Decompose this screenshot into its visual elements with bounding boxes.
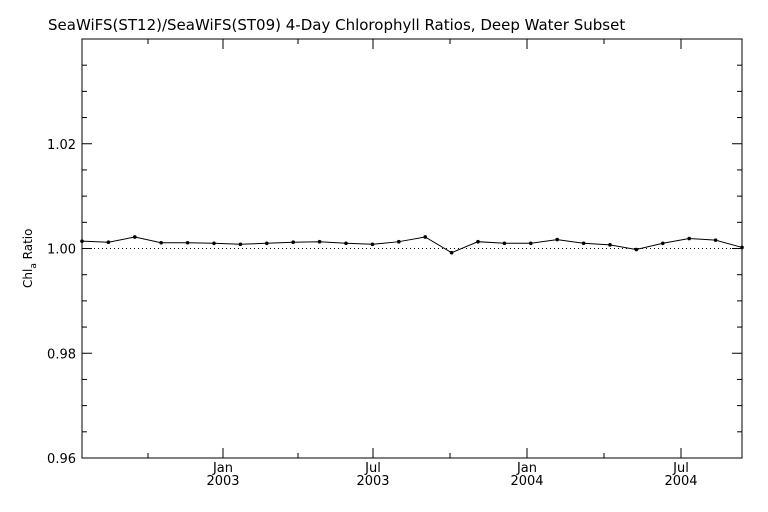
y-tick-label: 1.02: [47, 138, 76, 153]
data-point: [449, 250, 454, 255]
ratio-series: [80, 235, 744, 255]
data-point: [529, 241, 533, 246]
data-point: [317, 239, 322, 244]
data-point: [608, 243, 612, 247]
data-point: [581, 241, 586, 246]
x-tick-month-label: Jul: [672, 461, 689, 476]
data-point: [238, 242, 243, 247]
x-tick-year-label: 2003: [356, 474, 389, 489]
data-point: [80, 239, 84, 243]
y-tick-label: 0.98: [47, 347, 76, 362]
y-axis-label-subscript: a: [29, 263, 39, 269]
data-point: [476, 239, 480, 244]
data-point: [265, 241, 269, 246]
y-tick-label: 0.96: [47, 452, 76, 467]
y-axis: 0.96 0.98 1.00 1.02: [47, 38, 742, 467]
data-point: [634, 247, 639, 252]
y-axis-label: Chla Ratio: [21, 229, 39, 288]
data-point: [661, 241, 665, 246]
x-tick-year-label: 2003: [206, 474, 239, 489]
data-point: [555, 237, 559, 242]
data-point: [423, 235, 428, 239]
chart-title: SeaWiFS(ST12)/SeaWiFS(ST09) 4-Day Chloro…: [48, 16, 625, 34]
y-axis-label-rest: Ratio: [21, 229, 35, 264]
data-point: [502, 241, 507, 246]
data-point: [397, 239, 401, 244]
x-tick-year-label: 2004: [664, 474, 697, 489]
data-point: [133, 235, 137, 239]
data-point: [185, 240, 190, 245]
y-tick-label: 1.00: [47, 243, 76, 258]
plot-frame: [81, 38, 743, 459]
y-axis-label-main: Chl: [21, 269, 35, 288]
x-tick-month-label: Jan: [212, 461, 233, 476]
x-tick-month-label: Jan: [516, 461, 537, 476]
data-point: [370, 242, 375, 247]
x-tick-year-label: 2004: [510, 474, 543, 489]
data-point: [291, 240, 296, 245]
data-point: [740, 245, 744, 250]
data-point: [687, 236, 691, 241]
data-point: [212, 241, 216, 246]
x-tick-month-label: Jul: [364, 461, 381, 476]
data-point: [106, 240, 111, 245]
series-line: [81, 236, 743, 254]
data-point: [159, 240, 163, 245]
data-point: [713, 238, 718, 242]
data-point: [344, 241, 348, 246]
